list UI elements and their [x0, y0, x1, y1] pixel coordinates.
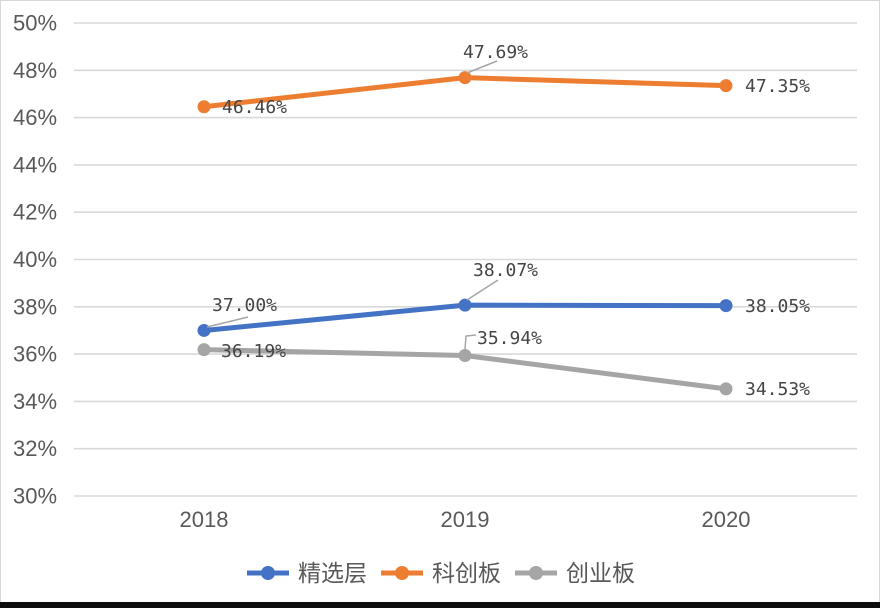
legend-label: 精选层 — [298, 559, 367, 586]
y-axis-tick-labels: 50% 48% 46% 44% 42% 40% 38% 36% 34% 32% 30% — [13, 11, 57, 509]
label-leader-lines — [206, 60, 499, 350]
leader-line — [464, 334, 477, 350]
leader-line — [466, 60, 498, 74]
data-label: 46.46% — [222, 97, 287, 118]
data-point — [719, 382, 733, 396]
legend-line-marker-icon — [247, 566, 289, 580]
data-labels: 37.00% 38.07% 38.05% 46.46% 47.69% 47.35% 36.1… — [212, 42, 810, 400]
data-label: 34.53% — [745, 379, 810, 400]
data-point — [719, 299, 733, 313]
chart-legend: 精选层 科创板 创业板 — [0, 557, 880, 589]
gridlines — [74, 22, 857, 497]
data-label: 35.94% — [477, 328, 542, 349]
y-tick-label: 34% — [13, 389, 57, 414]
y-tick-label: 42% — [13, 200, 57, 225]
leader-line — [206, 316, 249, 328]
legend-item-chuangyeban: 创业板 — [513, 559, 635, 586]
y-tick-label: 48% — [13, 58, 57, 83]
data-label: 47.35% — [745, 76, 810, 97]
y-tick-label: 38% — [13, 294, 57, 319]
x-tick-label: 2018 — [180, 507, 229, 532]
window-bottom-edge — [0, 602, 880, 608]
legend-label: 创业板 — [566, 559, 635, 586]
legend-line-marker-icon — [381, 566, 423, 580]
data-point — [458, 349, 472, 363]
y-tick-label: 50% — [13, 11, 57, 36]
legend-line-marker-icon — [515, 566, 557, 580]
legend-label: 科创板 — [432, 559, 501, 586]
data-label: 38.07% — [473, 260, 538, 281]
y-tick-label: 36% — [13, 342, 57, 367]
x-tick-label: 2020 — [702, 507, 751, 532]
y-tick-label: 32% — [13, 436, 57, 461]
data-point — [458, 71, 472, 85]
data-label: 38.05% — [745, 296, 810, 317]
x-tick-label: 2019 — [441, 507, 490, 532]
data-label: 36.19% — [221, 341, 286, 362]
data-point — [197, 343, 211, 357]
legend-item-jingxuanceng: 精选层 — [245, 559, 367, 586]
data-label: 47.69% — [463, 42, 528, 63]
data-label: 37.00% — [212, 295, 277, 316]
series-lines — [197, 71, 733, 396]
y-tick-label: 44% — [13, 152, 57, 177]
x-axis-tick-labels: 2018 2019 2020 — [180, 507, 751, 532]
data-point — [458, 298, 472, 312]
y-tick-label: 30% — [13, 484, 57, 509]
data-point — [197, 100, 211, 114]
legend-item-kechuangban: 科创板 — [379, 559, 501, 586]
y-tick-label: 46% — [13, 105, 57, 130]
data-point — [719, 79, 733, 93]
leader-line — [466, 279, 499, 301]
y-tick-label: 40% — [13, 247, 57, 272]
